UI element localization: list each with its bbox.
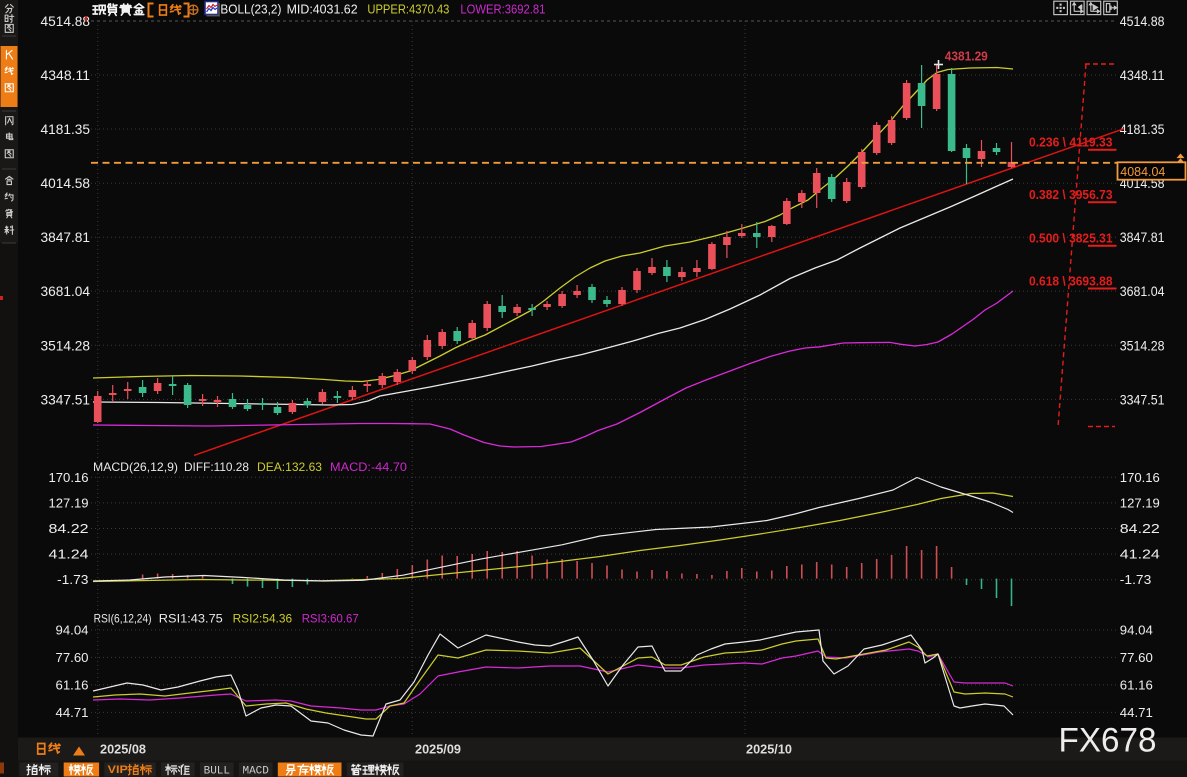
svg-text:4181.35: 4181.35: [41, 122, 91, 137]
svg-text:77.60: 77.60: [56, 651, 89, 665]
svg-text:170.16: 170.16: [1120, 471, 1160, 485]
svg-text:61.16: 61.16: [1120, 678, 1153, 692]
svg-text:4348.11: 4348.11: [41, 68, 91, 83]
svg-text:44.71: 44.71: [1120, 706, 1153, 720]
svg-text:127.19: 127.19: [49, 496, 89, 510]
svg-text:0.382 \ 3956.73: 0.382 \ 3956.73: [1029, 188, 1113, 202]
svg-text:4084.04: 4084.04: [1120, 164, 1165, 179]
svg-text:DIFF:110.28: DIFF:110.28: [184, 460, 249, 474]
svg-text:MACD: MACD: [242, 766, 269, 777]
svg-text:3681.04: 3681.04: [1120, 284, 1165, 299]
svg-text:41.24: 41.24: [49, 548, 89, 562]
svg-text:0.618 \ 3693.88: 0.618 \ 3693.88: [1029, 274, 1113, 288]
svg-text:DEA:132.63: DEA:132.63: [257, 460, 322, 474]
svg-text:RSI2:54.36: RSI2:54.36: [233, 612, 293, 626]
svg-text:4514.88: 4514.88: [1120, 14, 1165, 29]
svg-text:LOWER:3692.81: LOWER:3692.81: [460, 3, 545, 17]
svg-text:4514.88: 4514.88: [41, 14, 91, 29]
svg-text:MACD:-44.70: MACD:-44.70: [330, 460, 407, 474]
svg-text:84.22: 84.22: [49, 522, 89, 536]
svg-text:3847.81: 3847.81: [41, 230, 91, 245]
svg-text:94.04: 94.04: [1120, 624, 1153, 638]
svg-text:127.19: 127.19: [1120, 496, 1160, 510]
svg-text:3681.04: 3681.04: [41, 284, 91, 299]
svg-text:FX678: FX678: [1059, 722, 1157, 760]
svg-text:2025/10: 2025/10: [746, 742, 792, 757]
svg-text:4014.58: 4014.58: [41, 176, 91, 191]
svg-text:-1.73: -1.73: [1120, 573, 1152, 587]
svg-text:61.16: 61.16: [56, 678, 89, 692]
svg-text:MACD(26,12,9): MACD(26,12,9): [93, 460, 178, 474]
svg-text:3347.51: 3347.51: [1120, 392, 1165, 407]
svg-text:170.16: 170.16: [49, 471, 89, 485]
svg-text:UPPER:4370.43: UPPER:4370.43: [367, 3, 449, 17]
svg-text:-1.73: -1.73: [57, 573, 89, 587]
svg-text:3514.28: 3514.28: [41, 338, 91, 353]
svg-text:0.500 \ 3825.31: 0.500 \ 3825.31: [1029, 232, 1113, 246]
svg-text:MID:4031.62: MID:4031.62: [287, 3, 358, 17]
svg-text:BULL: BULL: [204, 766, 230, 777]
svg-text:BOLL(23,2): BOLL(23,2): [220, 3, 281, 17]
svg-text:3347.51: 3347.51: [41, 392, 91, 407]
svg-text:3847.81: 3847.81: [1120, 230, 1165, 245]
svg-text:4381.29: 4381.29: [945, 50, 988, 64]
svg-text:4181.35: 4181.35: [1120, 122, 1165, 137]
svg-text:44.71: 44.71: [56, 706, 89, 720]
svg-text:VIP: VIP: [108, 764, 128, 776]
svg-text:RSI3:60.67: RSI3:60.67: [302, 612, 359, 626]
svg-text:41.24: 41.24: [1120, 548, 1160, 562]
svg-text:RSI(6,12,24): RSI(6,12,24): [94, 612, 152, 626]
svg-text:2025/09: 2025/09: [415, 742, 461, 757]
svg-text:3514.28: 3514.28: [1120, 338, 1165, 353]
svg-text:0.236 \ 4119.33: 0.236 \ 4119.33: [1029, 136, 1113, 150]
svg-text:94.04: 94.04: [56, 624, 89, 638]
svg-text:84.22: 84.22: [1120, 522, 1160, 536]
svg-text:77.60: 77.60: [1120, 651, 1153, 665]
svg-text:4348.11: 4348.11: [1120, 68, 1165, 83]
svg-text:RSI1:43.75: RSI1:43.75: [159, 612, 223, 626]
svg-text:2025/08: 2025/08: [100, 742, 146, 757]
